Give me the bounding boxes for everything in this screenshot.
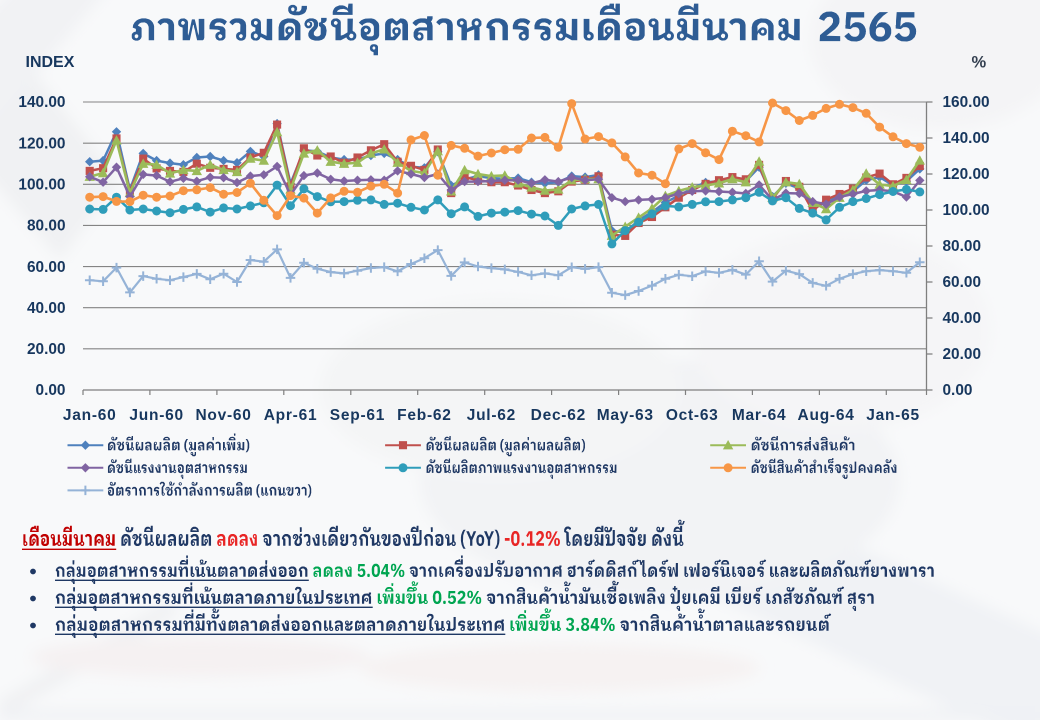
svg-text:Jan-65: Jan-65 <box>866 407 920 424</box>
svg-text:60.00: 60.00 <box>943 274 982 291</box>
svg-text:Oct-63: Oct-63 <box>666 407 719 424</box>
svg-text:%: % <box>972 54 987 72</box>
svg-text:Jun-60: Jun-60 <box>129 407 183 424</box>
svg-text:140.00: 140.00 <box>943 130 990 147</box>
svg-text:120.00: 120.00 <box>18 135 65 152</box>
svg-text:0.00: 0.00 <box>36 382 66 399</box>
svg-text:140.00: 140.00 <box>18 94 65 111</box>
svg-text:80.00: 80.00 <box>27 218 66 235</box>
svg-text:120.00: 120.00 <box>943 166 990 183</box>
svg-text:Aug-64: Aug-64 <box>798 407 855 424</box>
svg-text:0.00: 0.00 <box>943 382 973 399</box>
svg-text:Nov-60: Nov-60 <box>195 407 251 424</box>
svg-text:80.00: 80.00 <box>943 238 982 255</box>
svg-text:20.00: 20.00 <box>943 346 982 363</box>
svg-text:Jul-62: Jul-62 <box>467 407 516 424</box>
svg-text:Feb-62: Feb-62 <box>397 407 451 424</box>
svg-text:Mar-64: Mar-64 <box>732 407 786 424</box>
svg-text:100.00: 100.00 <box>943 202 990 219</box>
svg-text:May-63: May-63 <box>597 407 654 424</box>
svg-text:160.00: 160.00 <box>943 94 990 111</box>
svg-text:Jan-60: Jan-60 <box>63 407 117 424</box>
svg-text:60.00: 60.00 <box>27 259 66 276</box>
svg-text:INDEX: INDEX <box>26 54 75 71</box>
svg-text:Sep-61: Sep-61 <box>330 407 385 424</box>
svg-text:Apr-61: Apr-61 <box>264 407 318 424</box>
svg-text:40.00: 40.00 <box>27 300 66 317</box>
svg-text:100.00: 100.00 <box>18 176 65 193</box>
svg-text:20.00: 20.00 <box>27 341 66 358</box>
svg-text:40.00: 40.00 <box>943 310 982 327</box>
svg-text:Dec-62: Dec-62 <box>531 407 586 424</box>
